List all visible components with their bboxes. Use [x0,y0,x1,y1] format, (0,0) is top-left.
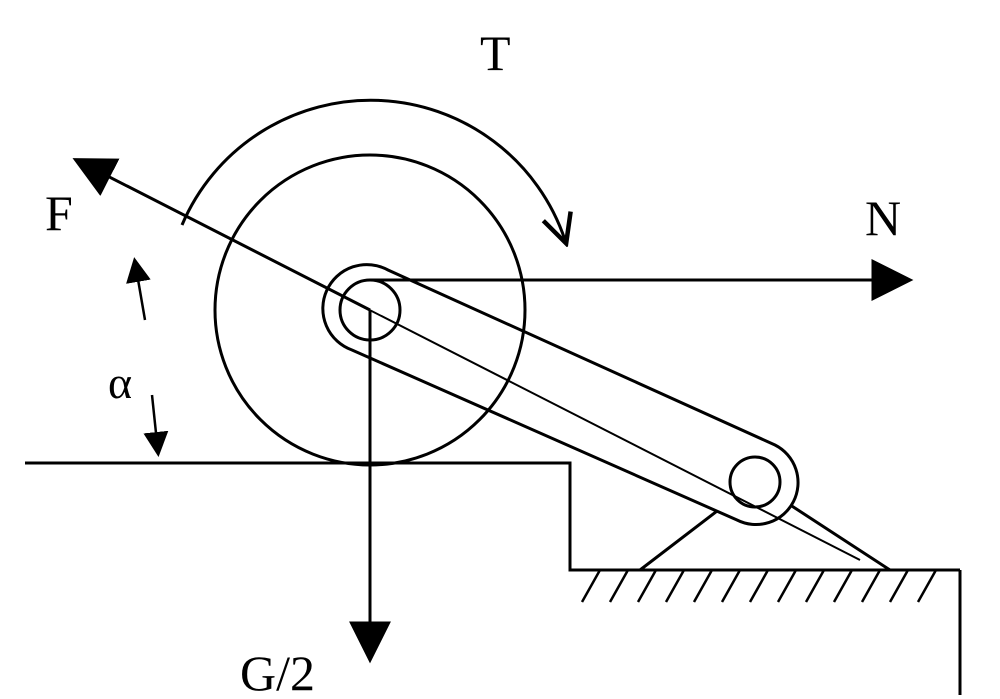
pivot-pin-circle [730,457,780,507]
label-F: F [45,185,73,241]
floor-step-outline [25,463,960,570]
label-N: N [865,190,901,246]
angle-alpha-indicator [135,262,158,452]
ground-hatching [582,570,936,602]
label-G-half: G/2 [240,645,315,699]
mechanics-diagram: T F N α G/2 [0,0,1000,699]
label-alpha: α [108,357,132,408]
torque-T-arc [182,100,565,240]
label-T: T [480,25,511,81]
force-F-arrow [80,162,370,310]
